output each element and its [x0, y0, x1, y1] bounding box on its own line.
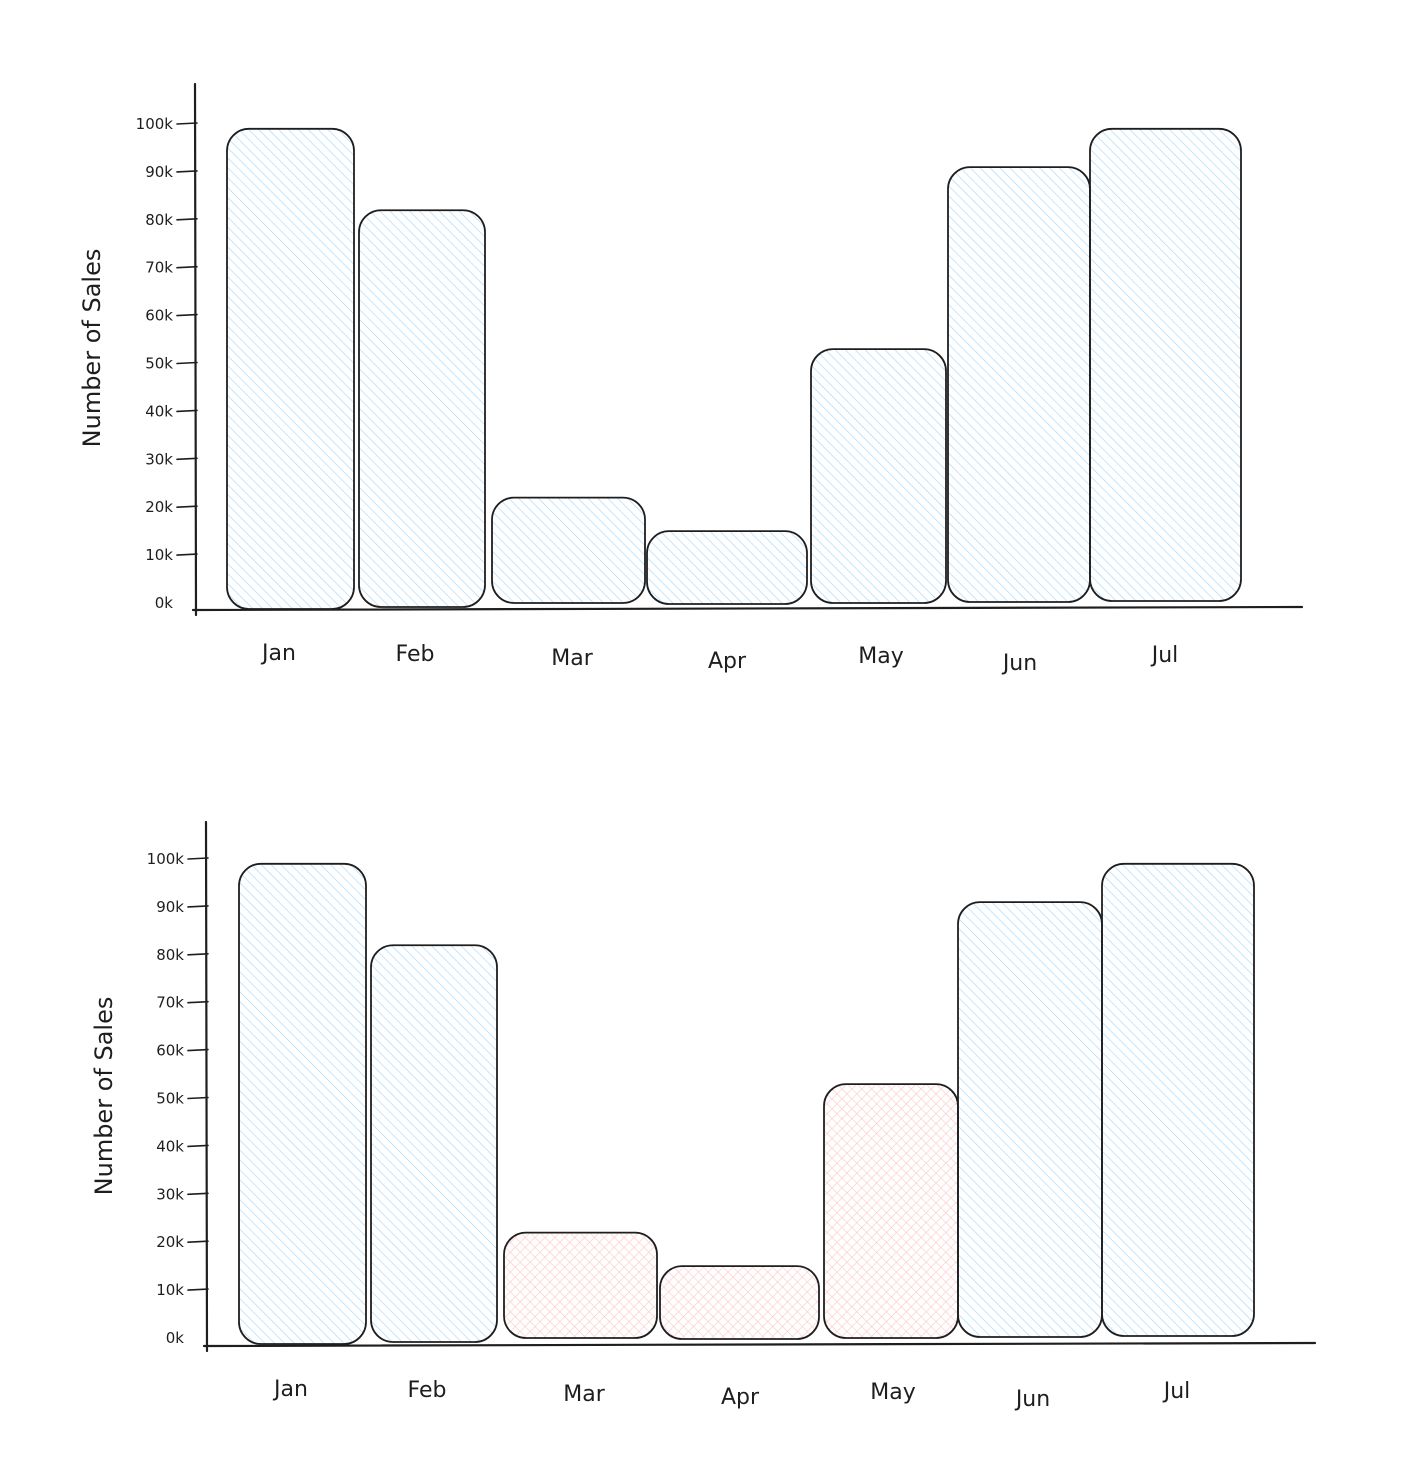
x-category-label: Jun	[1014, 1387, 1050, 1412]
sales-bar-chart-highlighted: 0k 10k 20k 30k 40k 50k 60k 70k 80k 90k 100k Number …	[90, 820, 1317, 1412]
bar-jun	[957, 901, 1103, 1338]
y-tick-label: 50k	[145, 355, 173, 373]
y-tick-label: 30k	[156, 1185, 184, 1203]
x-category-label: Apr	[721, 1385, 760, 1410]
bar-mar	[491, 496, 646, 604]
y-tick-label: 0k	[155, 594, 174, 612]
y-tick-label: 30k	[145, 450, 173, 468]
bar-feb	[370, 944, 498, 1343]
y-tick-mark	[176, 505, 198, 508]
bar-apr	[646, 530, 808, 605]
y-tick-mark	[176, 122, 198, 125]
y-tick-mark	[176, 457, 198, 461]
bar-jun	[947, 166, 1091, 603]
y-tick-label: 80k	[156, 946, 184, 964]
y-tick-mark	[176, 361, 198, 365]
x-category-label: Jan	[272, 1377, 308, 1402]
y-tick-mark	[176, 313, 198, 317]
bar-jul	[1101, 862, 1255, 1337]
y-tick-mark	[187, 857, 209, 860]
y-axis-line	[204, 820, 209, 1353]
x-category-label: Feb	[396, 642, 435, 667]
y-tick-label: 70k	[156, 994, 184, 1012]
x-axis-line	[191, 605, 1304, 612]
y-tick-label: 70k	[145, 259, 173, 277]
bar-jan	[226, 127, 355, 610]
sales-bar-chart-top: 0k 10k 20k 30k 40k 50k 60k 70k 80k 90k 100k Number …	[78, 82, 1304, 676]
x-axis-line	[202, 1341, 1317, 1348]
y-tick-label: 60k	[156, 1042, 184, 1060]
y-tick-label: 60k	[145, 307, 173, 325]
y-tick-mark	[187, 1000, 209, 1004]
x-category-label: Mar	[551, 646, 593, 671]
x-category-label: May	[858, 644, 903, 669]
y-tick-label: 10k	[156, 1281, 184, 1299]
y-tick-label: 20k	[156, 1233, 184, 1251]
y-tick-mark	[187, 1144, 209, 1148]
x-category-label: Apr	[708, 649, 747, 674]
y-tick-mark	[187, 1096, 209, 1100]
y-axis-line	[193, 82, 198, 617]
x-category-label: Jun	[1001, 651, 1037, 676]
y-tick-label: 20k	[145, 498, 173, 516]
bar-jul	[1089, 127, 1242, 602]
y-tick-label: 40k	[145, 402, 173, 420]
bar-feb	[358, 209, 486, 608]
y-tick-mark	[176, 265, 198, 269]
y-tick-mark	[187, 1192, 209, 1196]
x-category-label: Jan	[260, 641, 296, 666]
y-tick-mark	[176, 409, 198, 413]
y-tick-label: 40k	[156, 1137, 184, 1155]
y-tick-label: 90k	[145, 163, 173, 181]
bar-may-highlighted	[823, 1083, 959, 1339]
y-tick-label: 90k	[156, 898, 184, 916]
y-tick-label: 100k	[136, 115, 174, 133]
y-tick-label: 50k	[156, 1090, 184, 1108]
x-category-label: Feb	[408, 1378, 447, 1403]
bar-may	[810, 348, 947, 604]
y-tick-mark	[187, 1288, 209, 1291]
x-category-label: Mar	[563, 1382, 605, 1407]
y-tick-mark	[176, 553, 198, 556]
x-category-label: Jul	[1162, 1379, 1191, 1404]
y-tick-label: 80k	[145, 211, 173, 229]
y-tick-mark	[176, 170, 198, 173]
y-tick-mark	[187, 1048, 209, 1052]
bar-apr-highlighted	[659, 1265, 820, 1340]
x-category-label: Jul	[1150, 643, 1179, 668]
y-tick-mark	[176, 218, 198, 221]
y-axis-title: Number of Sales	[90, 997, 118, 1196]
bar-jan	[238, 862, 367, 1345]
y-tick-label: 10k	[145, 546, 173, 564]
y-tick-mark	[187, 1240, 209, 1243]
y-tick-label: 100k	[147, 850, 185, 868]
y-tick-mark	[187, 953, 209, 956]
y-tick-label: 0k	[166, 1329, 185, 1347]
y-axis-title: Number of Sales	[78, 249, 106, 448]
bar-mar-highlighted	[503, 1231, 658, 1339]
y-tick-mark	[187, 905, 209, 908]
x-category-label: May	[870, 1380, 915, 1405]
